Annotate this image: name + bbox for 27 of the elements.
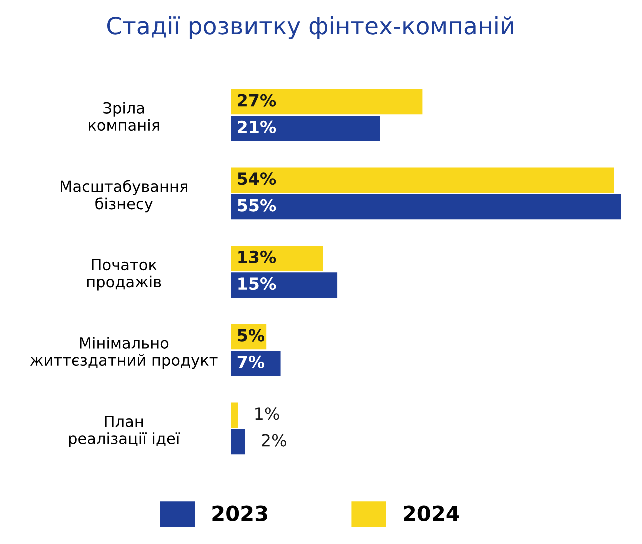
bar bbox=[231, 168, 614, 193]
bar bbox=[231, 402, 238, 428]
data-label: 5% bbox=[238, 329, 265, 342]
bar bbox=[231, 116, 380, 142]
bar bbox=[231, 89, 423, 115]
data-label: 2% bbox=[262, 434, 286, 447]
data-label: 27% bbox=[238, 94, 276, 107]
bar bbox=[231, 194, 622, 220]
legend-label: 2024 bbox=[404, 506, 460, 522]
legend-label: 2023 bbox=[212, 506, 268, 522]
bar bbox=[231, 351, 281, 376]
y-tick-label: Масштабування бізнесу bbox=[61, 180, 188, 213]
data-label: 21% bbox=[238, 120, 276, 134]
bar bbox=[231, 429, 246, 455]
data-label: 1% bbox=[256, 408, 280, 420]
data-label: 13% bbox=[238, 250, 276, 264]
y-tick-label: План реалізації ідеї bbox=[69, 416, 180, 448]
data-label: 54% bbox=[238, 172, 276, 186]
y-tick-label: Початок продажів bbox=[88, 259, 162, 291]
data-label: 15% bbox=[238, 278, 276, 290]
y-tick-label: Мінімально життєздатний продукт bbox=[30, 337, 218, 370]
bar bbox=[231, 246, 324, 272]
y-tick-label: Зріла компанія bbox=[89, 102, 160, 132]
data-label: 7% bbox=[238, 356, 265, 368]
bar bbox=[231, 272, 338, 298]
data-label: 55% bbox=[238, 199, 276, 212]
chart-title: Стадії розвитку фінтех-компаній bbox=[107, 16, 514, 40]
